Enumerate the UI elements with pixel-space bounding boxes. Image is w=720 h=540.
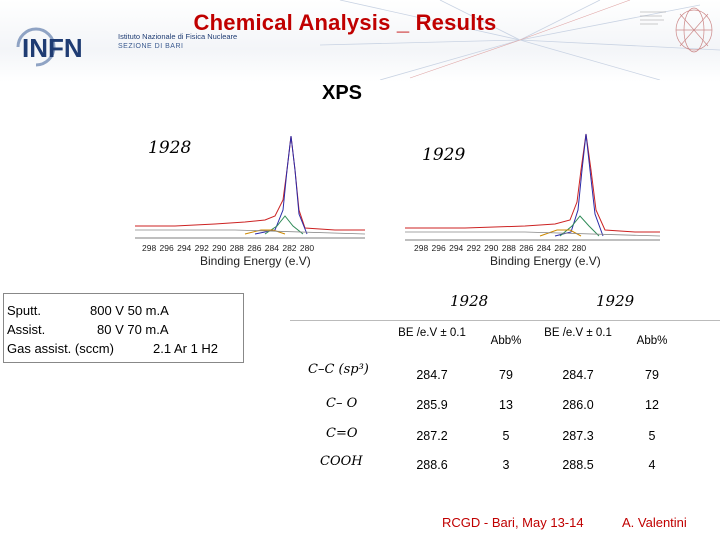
infn-logo-icon: INFN (16, 27, 83, 67)
param-value: 800 V 50 m.A (90, 303, 169, 318)
table-cell: 287.3 (562, 429, 594, 443)
table-cell: 285.9 (416, 398, 448, 412)
column-header-abb-1929: Abb% (636, 335, 668, 347)
envelope-curve (405, 133, 660, 233)
column-header-abb-1928: Abb% (490, 335, 522, 347)
logo-caption-line2: SEZIONE DI BARI (118, 43, 184, 50)
xps-spectrum-1929 (405, 133, 660, 241)
logo-caption-line1: Istituto Nazionale di Fisica Nucleare (118, 32, 238, 41)
slide-title: Chemical Analysis _ Results (193, 10, 497, 35)
cc-peak-curve (254, 135, 308, 235)
technique-heading: XPS (322, 82, 363, 104)
table-cell: 12 (645, 398, 659, 412)
co-peak-curve (559, 215, 600, 237)
spectrum-1928-x-axis-label: Binding Energy (e.V) (200, 254, 311, 268)
footer-event: RCGD - Bari, May 13-14 (442, 515, 584, 530)
table-cell: 288.6 (416, 458, 448, 472)
table-cell: 284.7 (562, 368, 594, 382)
table-cell: 288.5 (562, 458, 594, 472)
cc-peak-curve (554, 133, 604, 237)
spectrum-1929-tick-labels: 298 296 294 292 290 288 286 284 282 280 (414, 243, 587, 253)
header-band (0, 0, 720, 82)
table-cell: 286.0 (562, 398, 594, 412)
table-cell: 13 (499, 398, 513, 412)
xps-spectrum-1928 (135, 135, 365, 239)
param-value: 80 V 70 m.A (97, 322, 169, 337)
envelope-curve (135, 135, 365, 231)
table-cell: 4 (648, 458, 656, 472)
background-curve (405, 231, 660, 237)
param-name: Assist. (7, 322, 46, 337)
param-name: Sputt. (7, 303, 41, 318)
row-label: C=O (326, 426, 358, 441)
logo-caption: Istituto Nazionale di Fisica Nucleare SE… (118, 32, 248, 52)
sample-1928-header: 1928 (450, 292, 489, 310)
param-name: Gas assist. (sccm) (7, 341, 114, 356)
table-cell: 284.7 (416, 368, 448, 382)
param-value: 2.1 Ar 1 H2 (153, 341, 219, 356)
footer-author: A. Valentini (622, 515, 687, 530)
table-cell: 79 (499, 368, 513, 382)
spectrum-1929-label: 1929 (422, 145, 466, 165)
param-row-sputt: Sputt. 800 V 50 m.A (7, 301, 243, 320)
column-header-be-1928: BE /e.V ± 0.1 (398, 327, 466, 339)
deposition-parameters-box: Sputt. 800 V 50 m.A Assist. 80 V 70 m.A … (3, 293, 244, 363)
row-label: C–C (sp³) (308, 362, 369, 377)
row-label: COOH (320, 454, 363, 469)
column-header-be-1929: BE /e.V ± 0.1 (544, 327, 612, 339)
table-header-separator (290, 292, 720, 321)
param-row-gas-assist: Gas assist. (sccm) 2.1 Ar 1 H2 (7, 339, 243, 358)
param-row-assist: Assist. 80 V 70 m.A (7, 320, 243, 339)
conference-logo-icon (640, 7, 713, 53)
table-cell: 5 (502, 429, 510, 443)
table-cell: 79 (645, 368, 659, 382)
sample-1929-header: 1929 (596, 292, 635, 310)
background-curve (135, 229, 365, 235)
svg-text:INFN: INFN (22, 33, 83, 63)
results-table: 1928 1929 BE /e.V ± 0.1 Abb% BE /e.V ± 0… (290, 292, 720, 482)
spectrum-1928-tick-labels: 298 296 294 292 290 288 286 284 282 280 (142, 243, 315, 253)
co-peak-curve (264, 215, 304, 235)
spectrum-1928-label: 1928 (148, 138, 192, 158)
table-cell: 5 (648, 429, 656, 443)
table-cell: 287.2 (416, 429, 448, 443)
row-label: C– O (326, 396, 358, 411)
table-cell: 3 (502, 458, 510, 472)
header-decoration (320, 0, 720, 80)
c-double-o-peak-curve (244, 229, 286, 235)
spectrum-1929-x-axis-label: Binding Energy (e.V) (490, 254, 601, 268)
